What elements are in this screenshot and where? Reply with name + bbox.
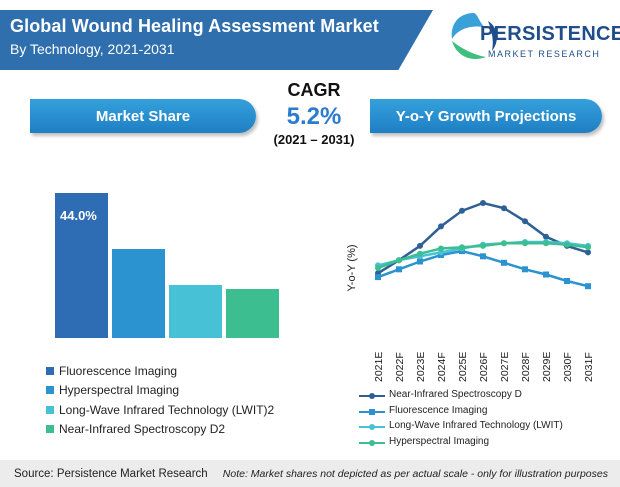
y-axis-label: Y-o-Y (%) xyxy=(346,244,358,291)
legend-line-marker xyxy=(359,408,385,415)
x-tick-label: 2029E xyxy=(541,352,553,382)
line-legend: Near-Infrared Spectroscopy D Fluorescenc… xyxy=(359,389,563,451)
data-point xyxy=(543,240,549,247)
data-point xyxy=(375,274,381,281)
data-point xyxy=(585,249,591,256)
market-share-heading: Market Share xyxy=(30,99,256,133)
x-tick-label: 2026F xyxy=(478,352,490,382)
data-point xyxy=(438,223,444,230)
bar-legend: Fluorescence Imaging Hyperspectral Imagi… xyxy=(46,361,274,439)
legend-swatch xyxy=(46,386,54,395)
cagr-value: 5.2% xyxy=(286,103,342,130)
data-point xyxy=(564,278,570,284)
legend-swatch xyxy=(46,405,54,414)
line-legend-item: Fluorescence Imaging xyxy=(359,405,563,421)
data-point xyxy=(459,207,465,214)
cagr-period: (2021 – 2031) xyxy=(273,132,355,147)
x-tick-label: 2027E xyxy=(499,352,511,382)
legend-label: Long-Wave Infrared Technology (LWIT) xyxy=(389,420,563,431)
bar xyxy=(55,192,108,338)
legend-line-marker xyxy=(359,393,385,399)
x-tick-label: 2024F xyxy=(436,352,448,382)
data-point xyxy=(480,242,486,249)
logo-icon xyxy=(451,13,497,60)
logo-tagline: MARKET RESEARCH xyxy=(488,49,601,59)
legend-label: Long-Wave Infrared Technology (LWIT)2 xyxy=(59,402,275,417)
x-tick-label: 2022F xyxy=(394,352,406,382)
data-point xyxy=(543,233,549,240)
data-point xyxy=(480,253,486,260)
data-point xyxy=(522,266,528,273)
bar-legend-item: Long-Wave Infrared Technology (LWIT)2 xyxy=(46,400,274,420)
chart-subtitle: By Technology, 2021-2031 xyxy=(10,41,175,57)
legend-label: Near-Infrared Spectroscopy D xyxy=(389,389,522,400)
legend-label: Hyperspectral Imaging xyxy=(59,383,180,398)
bar-legend-item: Near-Infrared Spectroscopy D2 xyxy=(46,420,274,440)
data-point xyxy=(501,240,507,247)
bar-data-label: 44.0% xyxy=(60,207,97,223)
series-line xyxy=(377,201,589,275)
legend-swatch xyxy=(46,366,54,375)
x-tick-label: 2023E xyxy=(415,352,427,382)
data-point xyxy=(543,271,549,278)
x-tick-label: 2030F xyxy=(562,352,574,382)
bar xyxy=(112,248,165,338)
source-text: Source: Persistence Market Research xyxy=(14,467,208,480)
legend-label: Near-Infrared Spectroscopy D2 xyxy=(59,422,226,437)
data-point xyxy=(417,250,423,257)
bar xyxy=(226,288,279,338)
data-point xyxy=(585,244,591,251)
cagr-label: CAGR xyxy=(287,80,341,100)
legend-label: Fluorescence Imaging xyxy=(389,404,488,416)
logo-wordmark: PERSISTENCE xyxy=(480,23,620,45)
data-point xyxy=(459,244,465,251)
line-legend-item: Hyperspectral Imaging xyxy=(359,436,563,452)
cagr-block: CAGR 5.2% (2021 – 2031) xyxy=(258,80,370,147)
legend-swatch xyxy=(46,425,54,434)
x-tick-label: 2028F xyxy=(520,352,532,382)
title-banner: Global Wound Healing Assessment Market B… xyxy=(0,10,433,70)
line-legend-item: Near-Infrared Spectroscopy D xyxy=(359,389,563,405)
market-share-heading-label: Market Share xyxy=(95,107,191,125)
data-point xyxy=(375,265,381,271)
bar xyxy=(169,285,222,338)
legend-label: Hyperspectral Imaging xyxy=(389,435,490,447)
data-point xyxy=(564,241,570,248)
yoy-growth-heading-label: Y-o-Y Growth Projections xyxy=(395,107,577,125)
data-point xyxy=(522,218,528,225)
bar-legend-item: Hyperspectral Imaging xyxy=(46,381,274,401)
data-point xyxy=(417,258,423,265)
x-tick-label: 2031F xyxy=(583,352,595,382)
x-tick-label: 2021E xyxy=(373,352,385,382)
data-point xyxy=(480,200,486,206)
legend-label: Fluorescence Imaging xyxy=(59,363,178,378)
data-point xyxy=(501,205,507,212)
yoy-growth-heading: Y-o-Y Growth Projections xyxy=(370,99,602,133)
yoy-line-chart: Y-o-Y (%) 2021E 2022F 2023E 2024F 2025E 2026F 2… xyxy=(346,200,595,382)
data-point xyxy=(585,283,591,290)
line-legend-item: Long-Wave Infrared Technology (LWIT) xyxy=(359,420,563,436)
legend-line-marker xyxy=(359,439,385,446)
chart-title: Global Wound Healing Assessment Market xyxy=(10,16,379,36)
footer-note: Note: Market shares not depicted as per … xyxy=(222,467,608,480)
bar-legend-item: Fluorescence Imaging xyxy=(46,361,274,381)
legend-line-marker xyxy=(359,424,385,430)
data-point xyxy=(522,240,528,247)
x-tick-label: 2025E xyxy=(457,352,469,382)
data-point xyxy=(396,266,402,273)
data-point xyxy=(396,257,402,264)
footer: Source: Persistence Market Research Note… xyxy=(0,460,620,487)
data-point xyxy=(438,245,444,252)
data-point xyxy=(501,259,507,266)
data-point xyxy=(417,242,423,249)
persistence-logo: PERSISTENCE MARKET RESEARCH xyxy=(436,5,620,73)
